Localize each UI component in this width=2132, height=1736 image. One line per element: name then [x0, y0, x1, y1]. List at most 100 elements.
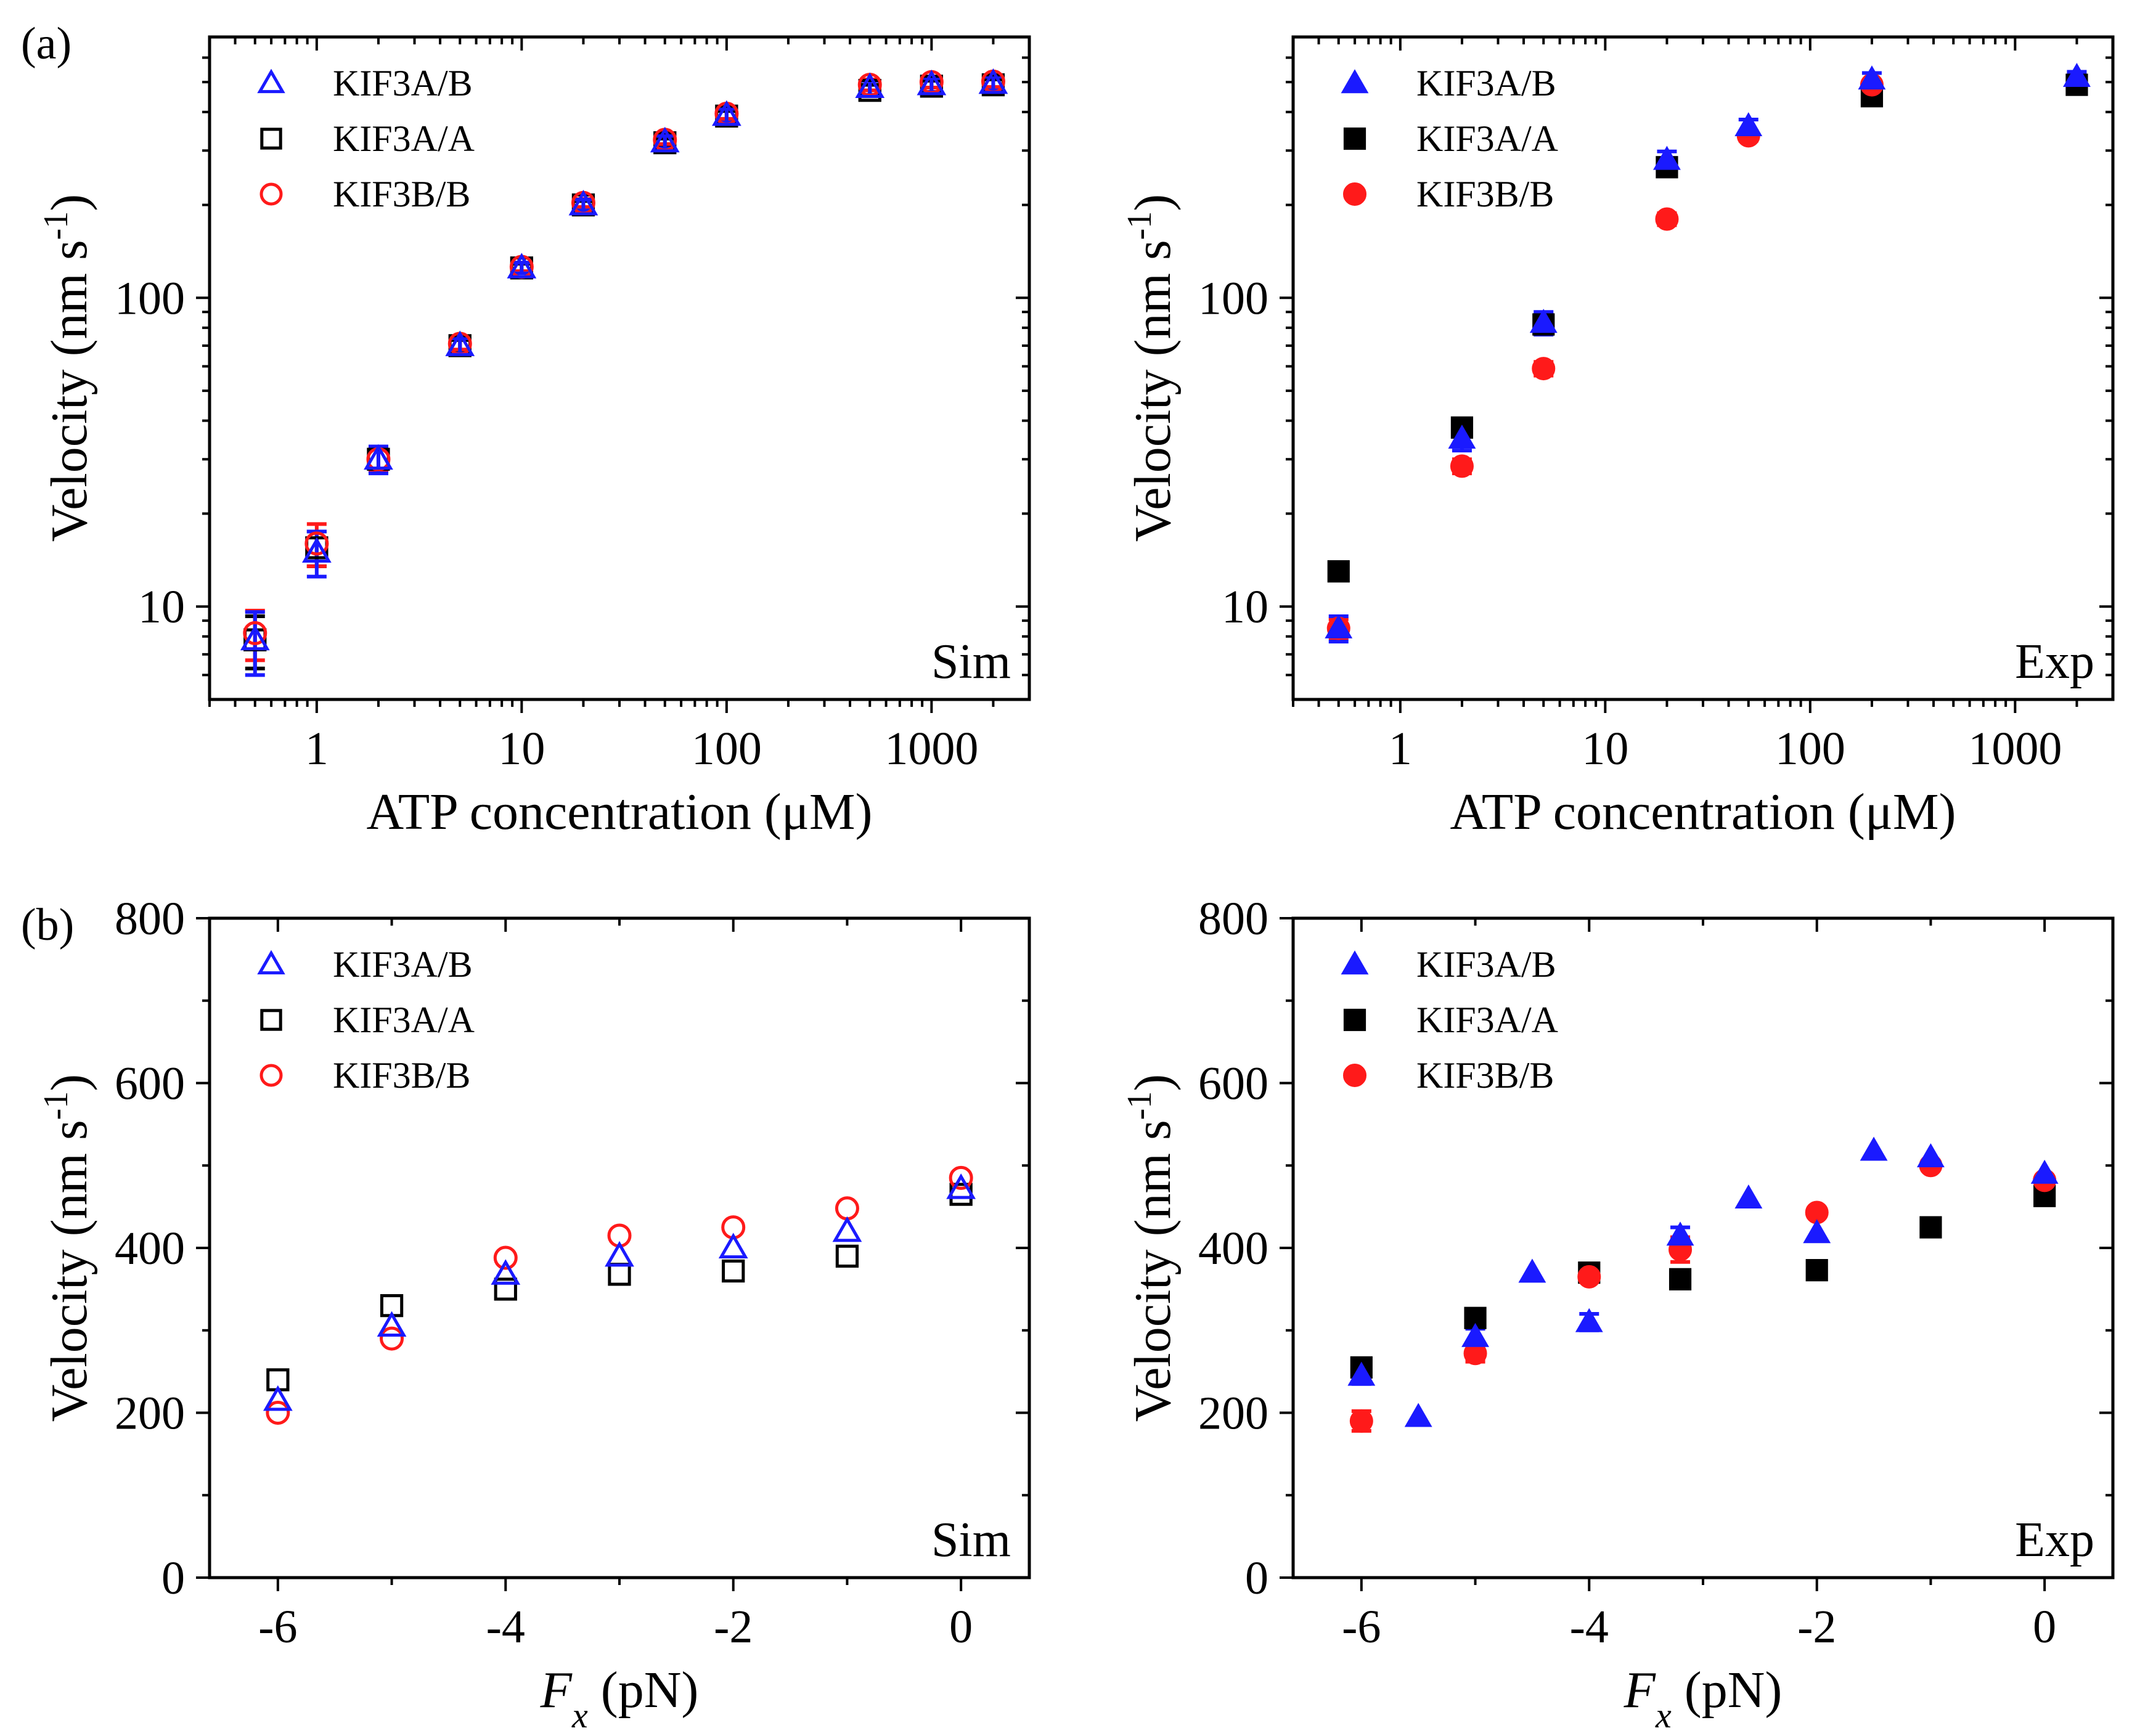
y-tick-label: 10 [1222, 581, 1268, 633]
x-tick-label: -2 [714, 1601, 753, 1653]
point-kif3b-b [1349, 1409, 1373, 1433]
y-tick-label: 100 [115, 272, 185, 324]
legend-item-kif3a-b: KIF3A/B [257, 63, 473, 104]
point-kif3b-b [1577, 1265, 1601, 1289]
legend-label: KIF3A/B [333, 63, 473, 104]
y-tick-labels: 10 100 [1198, 272, 1268, 633]
point-kif3b-b [304, 531, 329, 556]
legend-item-kif3a-a: KIF3A/A [1343, 1000, 1558, 1040]
legend: KIF3A/B KIF3A/A KIF3B/B [1341, 63, 1558, 214]
legend-marker-kif3a-a [260, 128, 282, 150]
y-tick-label: 400 [1198, 1223, 1268, 1274]
x-axis-title: Fx (pN) [540, 1661, 699, 1735]
corner-label-exp: Exp [2015, 1513, 2094, 1567]
point-kif3b-b [949, 1165, 973, 1190]
x-tick-label: 100 [1775, 723, 1845, 775]
legend-marker-kif3a-b [1341, 69, 1369, 94]
legend-item-kif3a-a: KIF3A/A [260, 1000, 475, 1040]
x-tick-labels: 1 10 100 1000 [1389, 723, 2062, 775]
legend-label: KIF3A/A [333, 118, 475, 159]
point-kif3b-b [835, 1196, 859, 1221]
legend: KIF3A/B KIF3A/A KIF3B/B [257, 944, 475, 1096]
point-kif3b-b [1532, 357, 1556, 381]
x-tick-label: 100 [692, 723, 762, 775]
point-kif3a-b [364, 444, 393, 470]
y-tick-labels: 10 100 [115, 272, 185, 633]
point-kif3a-b [1575, 1308, 1603, 1332]
legend: KIF3A/B KIF3A/A KIF3B/B [1341, 944, 1558, 1096]
data-marks [1347, 1136, 2059, 1433]
axis-ticks [196, 917, 1029, 1591]
x-axis-title: ATP concentration (μM) [1450, 783, 1956, 841]
y-tick-label: 600 [115, 1058, 185, 1110]
point-kif3a-b [1448, 424, 1476, 449]
point-kif3a-b [1858, 65, 1886, 90]
legend-item-kif3a-b: KIF3A/B [1341, 944, 1556, 985]
data-marks [240, 68, 1008, 677]
x-tick-label: -6 [258, 1601, 297, 1653]
point-kif3a-b [568, 189, 598, 216]
y-tick-labels: 0 200 400 600 800 [115, 893, 185, 1604]
x-tick-label: 10 [1582, 723, 1628, 775]
point-kif3b-b [1450, 454, 1474, 478]
data-marks [263, 1165, 976, 1425]
x-tick-label: 0 [2033, 1601, 2056, 1653]
x-tick-labels: 1 10 100 1000 [305, 723, 979, 775]
point-kif3a-b [1529, 309, 1558, 333]
x-tick-label: -4 [1570, 1601, 1609, 1653]
x-tick-labels: -6 -4 -2 0 [1342, 1601, 2056, 1653]
point-kif3a-b [491, 1259, 521, 1285]
point-kif3b-b [243, 621, 268, 645]
point-kif3a-b [240, 624, 270, 651]
point-kif3a-b [832, 1216, 862, 1242]
x-tick-label: 1000 [884, 723, 978, 775]
point-kif3a-a [608, 1263, 631, 1286]
point-kif3a-b [1734, 112, 1763, 136]
point-kif3a-a [494, 1278, 517, 1301]
panel-tag-a: (a) [21, 18, 71, 69]
x-tick-label: 1 [1389, 723, 1412, 775]
y-tick-label: 600 [1198, 1058, 1268, 1110]
x-tick-label: -6 [1342, 1601, 1381, 1653]
point-kif3a-b [2063, 62, 2091, 87]
y-tick-label: 0 [1245, 1552, 1268, 1604]
y-tick-label: 10 [138, 581, 185, 633]
corner-label-exp: Exp [2015, 635, 2094, 689]
legend-marker-kif3a-b [257, 68, 285, 94]
legend: KIF3A/B KIF3A/A KIF3B/B [257, 63, 475, 214]
x-tick-label: 10 [498, 723, 545, 775]
legend-marker-kif3a-a [1343, 127, 1366, 150]
x-tick-label: -2 [1797, 1601, 1836, 1653]
point-kif3a-a [1919, 1216, 1942, 1239]
corner-label-sim: Sim [931, 635, 1011, 689]
legend-marker-kif3a-a [1343, 1008, 1366, 1032]
point-kif3a-b [2030, 1159, 2059, 1184]
legend-marker-kif3b-b [1343, 182, 1366, 206]
legend-label: KIF3A/B [1416, 63, 1556, 104]
panel-tag-b: (b) [21, 900, 74, 950]
legend-item-kif3a-a: KIF3A/A [260, 118, 475, 159]
point-kif3a-b [1404, 1403, 1432, 1427]
legend-item-kif3a-b: KIF3A/B [1341, 63, 1556, 104]
point-kif3a-b [1518, 1258, 1546, 1283]
y-axis-title: Velocity (nm s-1) [37, 194, 98, 542]
legend-marker-kif3b-b [1343, 1064, 1366, 1087]
x-axis-title: Fx (pN) [1624, 1661, 1783, 1735]
y-tick-label: 800 [115, 893, 185, 945]
point-kif3a-b [978, 68, 1008, 94]
legend-item-kif3b-b: KIF3B/B [259, 1055, 470, 1096]
point-kif3b-b [380, 1326, 404, 1351]
y-tick-label: 800 [1198, 893, 1268, 945]
x-tick-labels: -6 -4 -2 0 [258, 1601, 973, 1653]
y-tick-label: 400 [115, 1223, 185, 1274]
point-kif3a-b [1653, 145, 1681, 170]
axis-ticks [1280, 37, 2113, 713]
point-kif3b-b [1655, 207, 1679, 231]
chart-a-exp: 1 10 100 1000 10 100 KIF3A/B KIF3A/A KIF3B/B A… [1121, 35, 2115, 841]
legend-item-kif3b-b: KIF3B/B [259, 174, 470, 214]
chart-a-sim: 1 10 100 1000 10 100 KIF3A/B KIF3A/A KIF3B/B A… [37, 35, 1031, 841]
data-marks [1325, 62, 2091, 644]
y-axis-title: Velocity (nm s-1) [37, 1074, 98, 1422]
